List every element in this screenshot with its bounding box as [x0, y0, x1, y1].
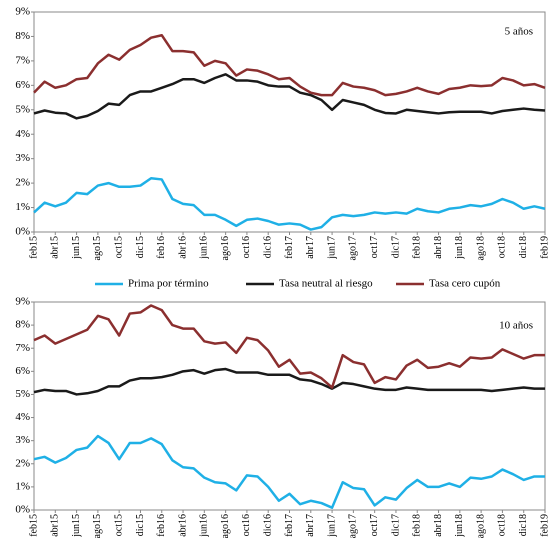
x-tick-label: feb17: [284, 514, 295, 537]
x-tick-label: ago18: [475, 236, 486, 260]
x-tick-label: ago15: [92, 514, 103, 538]
x-tick-label: oct16: [241, 236, 252, 258]
series-line: [33, 367, 545, 396]
series-line: [33, 434, 545, 509]
y-tick-label: 6%: [15, 79, 30, 91]
x-tick-label: abr17: [305, 236, 316, 259]
y-tick-label: 7%: [15, 342, 30, 354]
x-tick-label: jun17: [326, 514, 337, 538]
legend-label: Tasa cero cupón: [429, 278, 501, 290]
x-tick-label: jun17: [326, 236, 337, 260]
x-tick-label: feb15: [28, 514, 39, 537]
plot-frame: [33, 11, 546, 233]
x-tick-label: ago15: [92, 236, 103, 260]
x-tick-label: jun15: [71, 236, 82, 260]
x-tick-label: dic17: [390, 514, 401, 536]
x-tick-label: feb19: [539, 236, 549, 259]
x-tick-label: oct18: [497, 514, 508, 536]
annotation: 5 años: [505, 26, 533, 38]
series-line: [33, 304, 545, 389]
x-tick-label: dic18: [518, 514, 529, 536]
x-tick-label: abr15: [50, 514, 61, 537]
x-tick-label: oct18: [497, 236, 508, 258]
y-tick-label: 7%: [15, 54, 30, 66]
x-tick-label: feb19: [539, 514, 549, 537]
x-tick-label: ago17: [348, 514, 359, 538]
x-tick-label: oct16: [241, 514, 252, 536]
legend-label: Tasa neutral al riesgo: [279, 278, 373, 290]
x-tick-label: jun15: [71, 514, 82, 538]
series-line: [33, 73, 546, 120]
x-tick-label: jun16: [199, 236, 210, 260]
x-tick-label: abr15: [50, 236, 61, 259]
annotation: 10 años: [499, 320, 533, 332]
x-tick-label: feb17: [284, 236, 295, 259]
y-tick-label: 1%: [15, 480, 30, 492]
y-tick-label: 0%: [15, 504, 30, 516]
x-tick-label: dic16: [263, 514, 274, 536]
x-tick-label: abr18: [433, 514, 444, 537]
y-tick-label: 6%: [15, 365, 30, 377]
x-tick-label: dic18: [518, 236, 529, 258]
x-tick-label: feb16: [156, 236, 167, 259]
y-tick-label: 4%: [15, 128, 30, 140]
y-tick-label: 2%: [15, 457, 30, 469]
x-tick-label: dic15: [135, 514, 146, 536]
x-tick-label: oct17: [369, 236, 380, 258]
x-tick-label: dic16: [263, 236, 274, 258]
y-tick-label: 4%: [15, 411, 30, 423]
y-tick-label: 8%: [15, 319, 30, 331]
x-tick-label: feb18: [412, 236, 423, 259]
x-tick-label: ago18: [475, 514, 486, 538]
x-tick-label: jun18: [454, 236, 465, 260]
y-tick-label: 8%: [15, 30, 30, 42]
x-tick-label: oct17: [369, 514, 380, 536]
legend-label: Prima por término: [128, 278, 209, 290]
x-tick-label: jun18: [454, 514, 465, 538]
y-tick-label: 0%: [15, 226, 30, 238]
y-tick-label: 3%: [15, 152, 30, 164]
series-line: [33, 176, 546, 231]
x-tick-label: abr18: [433, 236, 444, 259]
y-tick-label: 9%: [15, 296, 30, 308]
series-line: [33, 33, 546, 97]
y-tick-label: 5%: [15, 388, 30, 400]
x-tick-label: feb15: [28, 236, 39, 259]
y-tick-label: 3%: [15, 434, 30, 446]
x-tick-label: feb16: [156, 514, 167, 537]
x-tick-label: ago16: [220, 236, 231, 260]
y-tick-label: 1%: [15, 201, 30, 213]
x-tick-label: ago17: [348, 236, 359, 260]
x-tick-label: feb18: [412, 514, 423, 537]
y-tick-label: 2%: [15, 177, 30, 189]
x-tick-label: abr16: [177, 514, 188, 537]
y-tick-label: 9%: [15, 6, 30, 18]
x-tick-label: oct15: [113, 236, 124, 258]
x-tick-label: oct15: [113, 514, 124, 536]
x-tick-label: jun16: [199, 514, 210, 538]
x-tick-label: dic17: [390, 236, 401, 258]
x-tick-label: dic15: [135, 236, 146, 258]
y-tick-label: 5%: [15, 103, 30, 115]
x-tick-label: abr17: [305, 514, 316, 537]
x-tick-label: abr16: [177, 236, 188, 259]
x-tick-label: ago16: [220, 514, 231, 538]
